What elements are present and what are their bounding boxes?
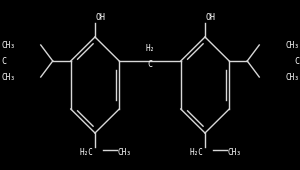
Text: CH₃: CH₃ [1, 72, 15, 81]
Text: H₂C: H₂C [189, 148, 203, 157]
Text: H₂: H₂ [146, 44, 154, 53]
Text: CH₃: CH₃ [118, 148, 132, 157]
Text: CH₃: CH₃ [1, 40, 15, 49]
Text: H₂C: H₂C [79, 148, 93, 157]
Text: C: C [294, 56, 299, 65]
Text: C: C [1, 56, 6, 65]
Text: OH: OH [206, 13, 216, 22]
Text: CH₃: CH₃ [285, 72, 299, 81]
Text: CH₃: CH₃ [228, 148, 242, 157]
Text: OH: OH [96, 13, 106, 22]
Text: C: C [148, 60, 152, 69]
Text: CH₃: CH₃ [285, 40, 299, 49]
